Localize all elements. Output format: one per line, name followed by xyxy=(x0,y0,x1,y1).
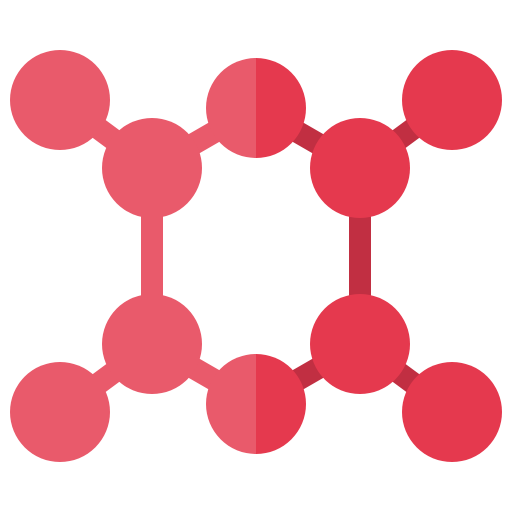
molecule-diagram xyxy=(0,0,512,512)
nodes-layer xyxy=(10,50,502,462)
atom-node xyxy=(10,50,110,150)
atom-node xyxy=(102,294,202,394)
atom-node xyxy=(102,118,202,218)
atom-node xyxy=(402,50,502,150)
atom-node xyxy=(310,118,410,218)
atom-node xyxy=(402,362,502,462)
atom-node xyxy=(310,294,410,394)
atom-node xyxy=(10,362,110,462)
